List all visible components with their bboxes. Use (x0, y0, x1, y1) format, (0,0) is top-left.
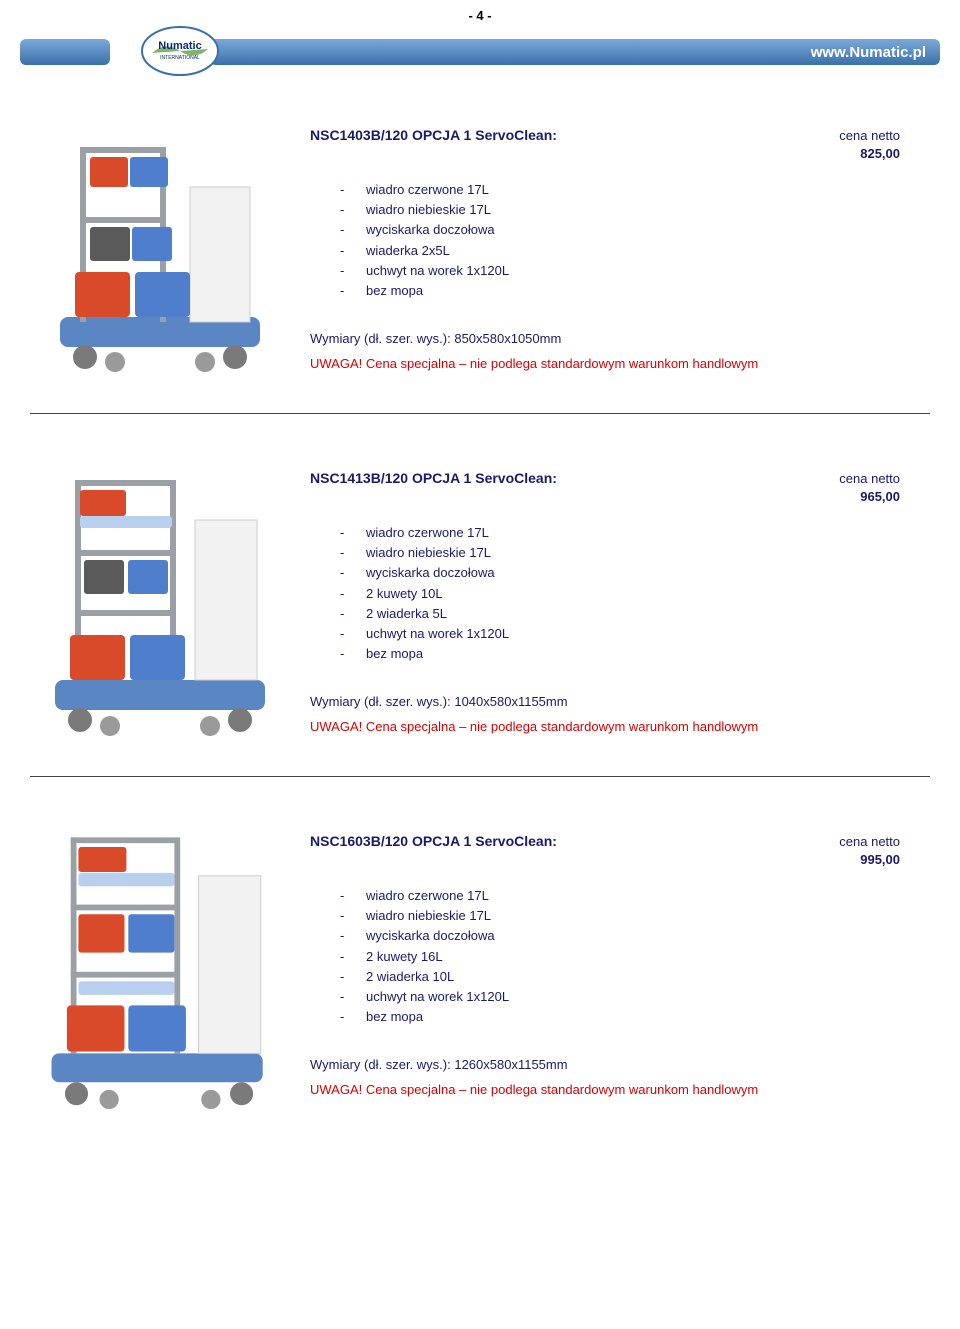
header-bar-left (20, 39, 110, 65)
list-item: wiadro niebieskie 17L (340, 906, 930, 926)
dim-prefix: Wymiary (dł. szer. wys.): (310, 331, 454, 346)
divider (30, 776, 930, 777)
header-url: www.Numatic.pl (811, 44, 926, 61)
product-1-warning: UWAGA! Cena specjalna – nie podlega stan… (310, 356, 930, 371)
product-3-features: wiadro czerwone 17L wiadro niebieskie 17… (340, 886, 930, 1027)
list-item: uchwyt na worek 1x120L (340, 261, 930, 281)
list-item: 2 kuwety 16L (340, 947, 930, 967)
product-3: NSC1603B/120 OPCJA 1 ServoClean: cena ne… (0, 793, 960, 1131)
price-label: cena netto (839, 127, 900, 145)
list-item: wyciskarka doczołowa (340, 220, 930, 240)
cart-icon (40, 823, 280, 1111)
product-2-content: NSC1413B/120 OPCJA 1 ServoClean: cena ne… (310, 460, 930, 740)
price-value: 995,00 (839, 851, 900, 869)
list-item: wiadro niebieskie 17L (340, 543, 930, 563)
numatic-logo-icon: Numatic INTERNATIONAL (140, 23, 220, 79)
list-item: wiaderka 2x5L (340, 241, 930, 261)
product-1-price: cena netto 825,00 (839, 127, 930, 162)
product-3-price: cena netto 995,00 (839, 833, 930, 868)
price-value: 965,00 (839, 488, 900, 506)
list-item: wiadro niebieskie 17L (340, 200, 930, 220)
list-item: uchwyt na worek 1x120L (340, 624, 930, 644)
cart-icon (40, 117, 280, 377)
list-item: wiadro czerwone 17L (340, 523, 930, 543)
product-1-title: NSC1403B/120 OPCJA 1 ServoClean: (310, 127, 557, 143)
list-item: uchwyt na worek 1x120L (340, 987, 930, 1007)
dim-prefix: Wymiary (dł. szer. wys.): (310, 694, 454, 709)
cart-icon (40, 460, 280, 740)
product-1-features: wiadro czerwone 17L wiadro niebieskie 17… (340, 180, 930, 301)
list-item: 2 wiaderka 5L (340, 604, 930, 624)
dim-prefix: Wymiary (dł. szer. wys.): (310, 1057, 454, 1072)
product-2-dimensions: Wymiary (dł. szer. wys.): 1040x580x1155m… (310, 694, 930, 709)
product-1-content: NSC1403B/120 OPCJA 1 ServoClean: cena ne… (310, 117, 930, 377)
list-item: bez mopa (340, 644, 930, 664)
list-item: 2 wiaderka 10L (340, 967, 930, 987)
svg-text:INTERNATIONAL: INTERNATIONAL (160, 55, 200, 61)
svg-text:Numatic: Numatic (158, 40, 201, 52)
header-bar-right: www.Numatic.pl (210, 39, 940, 65)
list-item: 2 kuwety 10L (340, 584, 930, 604)
product-2-features: wiadro czerwone 17L wiadro niebieskie 17… (340, 523, 930, 664)
price-label: cena netto (839, 833, 900, 851)
list-item: bez mopa (340, 281, 930, 301)
logo: Numatic INTERNATIONAL (140, 23, 220, 79)
list-item: wiadro czerwone 17L (340, 180, 930, 200)
price-value: 825,00 (839, 145, 900, 163)
list-item: bez mopa (340, 1007, 930, 1027)
list-item: wyciskarka doczołowa (340, 563, 930, 583)
product-1: NSC1403B/120 OPCJA 1 ServoClean: cena ne… (0, 87, 960, 397)
dim-value: 1260x580x1155mm (454, 1057, 567, 1072)
price-label: cena netto (839, 470, 900, 488)
dim-value: 850x580x1050mm (454, 331, 561, 346)
product-3-warning: UWAGA! Cena specjalna – nie podlega stan… (310, 1082, 930, 1097)
list-item: wiadro czerwone 17L (340, 886, 930, 906)
product-2-price: cena netto 965,00 (839, 470, 930, 505)
divider (30, 413, 930, 414)
header-bar: Numatic INTERNATIONAL www.Numatic.pl (0, 27, 960, 87)
product-2-warning: UWAGA! Cena specjalna – nie podlega stan… (310, 719, 930, 734)
product-1-image (30, 117, 290, 377)
product-3-content: NSC1603B/120 OPCJA 1 ServoClean: cena ne… (310, 823, 930, 1111)
product-3-title: NSC1603B/120 OPCJA 1 ServoClean: (310, 833, 557, 849)
product-2-title: NSC1413B/120 OPCJA 1 ServoClean: (310, 470, 557, 486)
list-item: wyciskarka doczołowa (340, 926, 930, 946)
product-2-image (30, 460, 290, 740)
product-3-dimensions: Wymiary (dł. szer. wys.): 1260x580x1155m… (310, 1057, 930, 1072)
dim-value: 1040x580x1155mm (454, 694, 567, 709)
product-2: NSC1413B/120 OPCJA 1 ServoClean: cena ne… (0, 430, 960, 760)
product-3-image (30, 823, 290, 1111)
product-1-dimensions: Wymiary (dł. szer. wys.): 850x580x1050mm (310, 331, 930, 346)
